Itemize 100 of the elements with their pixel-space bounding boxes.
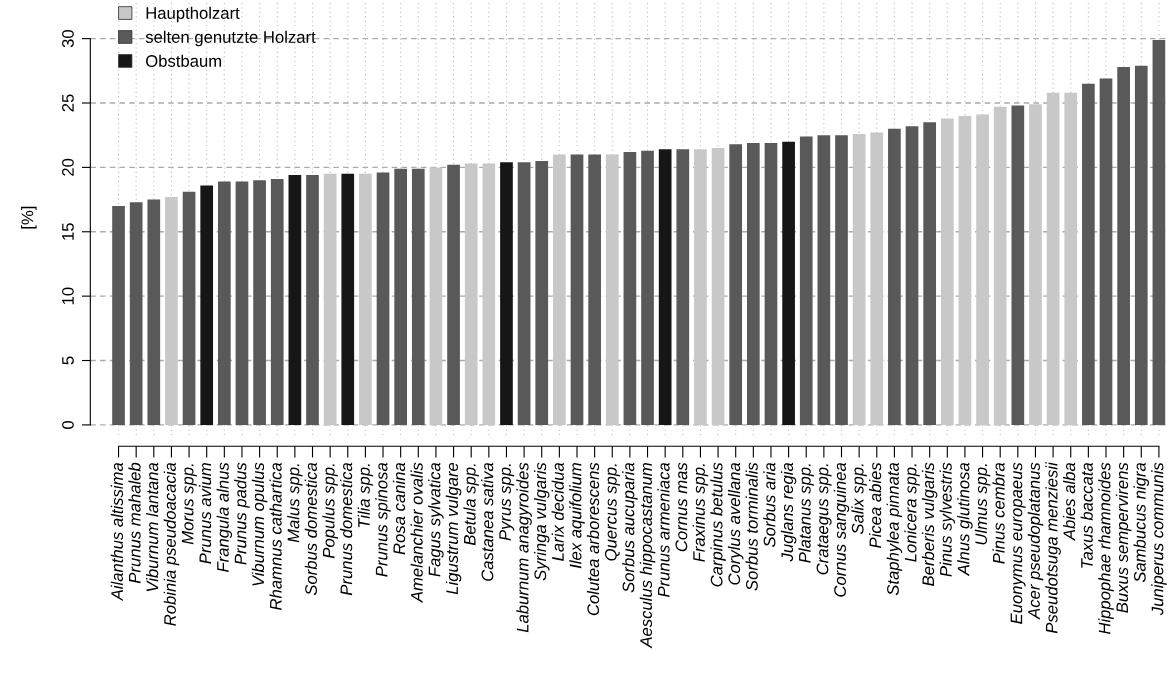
x-tick-label: Staphylea pinnata — [886, 462, 903, 596]
bar — [1046, 92, 1060, 425]
bar — [993, 106, 1007, 425]
x-tick-label: Quercus spp. — [604, 464, 621, 561]
x-tick-label: Prunus armeniaca — [657, 462, 670, 598]
x-tick-label: Larix decidua — [551, 462, 564, 561]
x-tick-label: Populus spp. — [322, 464, 338, 559]
bar — [1011, 105, 1025, 425]
y-tick-label: 15 — [62, 223, 74, 240]
x-tick-label: Corylus avellana — [727, 462, 744, 585]
x-tick-label: Juniperus communis — [1151, 462, 1167, 616]
x-tick-label: Sorbus torminalis — [745, 462, 758, 591]
x-tick-label: Rosa canina — [392, 462, 406, 555]
y-tick-label: 5 — [62, 356, 74, 365]
x-tick-label: Abies alba — [1062, 462, 1076, 541]
bar — [464, 163, 478, 425]
x-tick-label: Prunus mahaleb — [128, 462, 141, 584]
x-tick-label: Berberis vulgaris — [921, 462, 938, 586]
x-tick-label: Colutea arborescens — [586, 462, 600, 616]
bar — [288, 175, 302, 425]
x-tick-label: Tilia spp. — [357, 464, 374, 528]
bar — [711, 148, 725, 425]
bar — [1099, 78, 1113, 425]
bar — [517, 162, 531, 425]
x-tick-label: Crataegus spp. — [816, 464, 832, 575]
bar — [676, 149, 690, 425]
bar — [376, 172, 390, 425]
x-tick-label: Sorbus domestica — [304, 462, 317, 596]
bar — [905, 126, 919, 425]
bar — [570, 154, 584, 425]
bar — [923, 122, 937, 425]
x-tick-label: Hippophae rhamnoides — [1098, 462, 1114, 635]
bar — [729, 144, 743, 425]
bar — [553, 154, 566, 425]
x-tick-label: Pinus cembra — [992, 462, 1005, 564]
bar — [1082, 83, 1095, 425]
x-tick-label: Sorbus aria — [763, 462, 776, 548]
x-tick-label: Taxus baccata — [1080, 462, 1093, 568]
x-tick-label: Prunus domestica — [340, 462, 353, 596]
bar — [746, 142, 760, 425]
x-tick-label: Pyrus spp. — [499, 464, 515, 541]
x-tick-label: Sorbus aucuparia — [622, 462, 638, 593]
bar — [1029, 104, 1042, 425]
y-axis-title: [%] — [21, 206, 37, 229]
x-tick-label: Fraxinus spp. — [692, 464, 709, 562]
bar — [200, 185, 214, 425]
bar — [817, 135, 831, 425]
bar — [482, 163, 496, 425]
bar — [182, 191, 196, 425]
bar — [235, 181, 249, 425]
y-tick-label: 0 — [62, 420, 74, 429]
bar — [641, 150, 654, 425]
x-tick-label: Sambucus nigra — [1133, 462, 1150, 583]
x-tick-label: Prunus spinosa — [375, 462, 391, 577]
bar — [764, 142, 778, 425]
bar — [306, 175, 319, 425]
x-tick-label: Castanea sativa — [481, 462, 494, 581]
x-tick-label: Salix spp. — [851, 464, 867, 535]
x-tick-label: Laburnum anagyroides — [516, 462, 532, 633]
x-tick-label: Ilex aquifolium — [569, 463, 585, 569]
bar — [976, 114, 989, 425]
x-tick-label: Aesculus hippocastanum — [639, 463, 656, 649]
bar — [394, 168, 408, 425]
bar — [658, 149, 672, 425]
bar — [835, 135, 848, 425]
x-tick-label: Ulmus spp. — [974, 464, 991, 545]
x-tick-label: Euonymus europaeus — [1010, 462, 1026, 624]
x-tick-label: Viburnum opulus — [251, 462, 268, 586]
bar — [870, 132, 884, 425]
x-tick-label: Prunus padus — [234, 462, 250, 565]
bar — [605, 154, 619, 425]
x-tick-label: Pseudotsuga menziesii — [1045, 461, 1061, 634]
bar — [129, 202, 143, 425]
bar — [429, 167, 443, 425]
x-tick-label: Ailanthus altissima — [110, 462, 124, 602]
x-tick-label: Viburnum lantana — [146, 462, 159, 592]
bar — [888, 128, 901, 425]
bar — [323, 173, 337, 425]
y-tick-label: 20 — [62, 158, 74, 176]
y-tick-label: 10 — [62, 287, 74, 305]
bar — [270, 178, 284, 425]
x-tick-label: Prunus avium — [198, 463, 212, 564]
x-tick-label: Carpinus betulus — [710, 462, 726, 587]
bar — [623, 151, 637, 425]
y-tick-label: 30 — [62, 30, 74, 48]
bar — [1152, 39, 1166, 425]
x-tick-label: Platanus spp. — [798, 464, 814, 563]
bar — [447, 164, 460, 425]
x-tick-label: Pinus sylvestris — [939, 462, 956, 577]
bar — [253, 180, 266, 425]
bar — [1117, 66, 1130, 425]
x-tick-label: Robinia pseudoacacia — [163, 462, 180, 626]
legend-label: Obstbaum — [146, 54, 222, 67]
bar — [217, 181, 231, 425]
x-tick-label: Frangula alnus — [216, 462, 233, 573]
bar — [112, 206, 125, 425]
bar — [359, 173, 372, 425]
bar — [147, 199, 161, 425]
bar — [694, 149, 707, 425]
x-tick-label: Amelanchier ovalis — [410, 462, 423, 603]
